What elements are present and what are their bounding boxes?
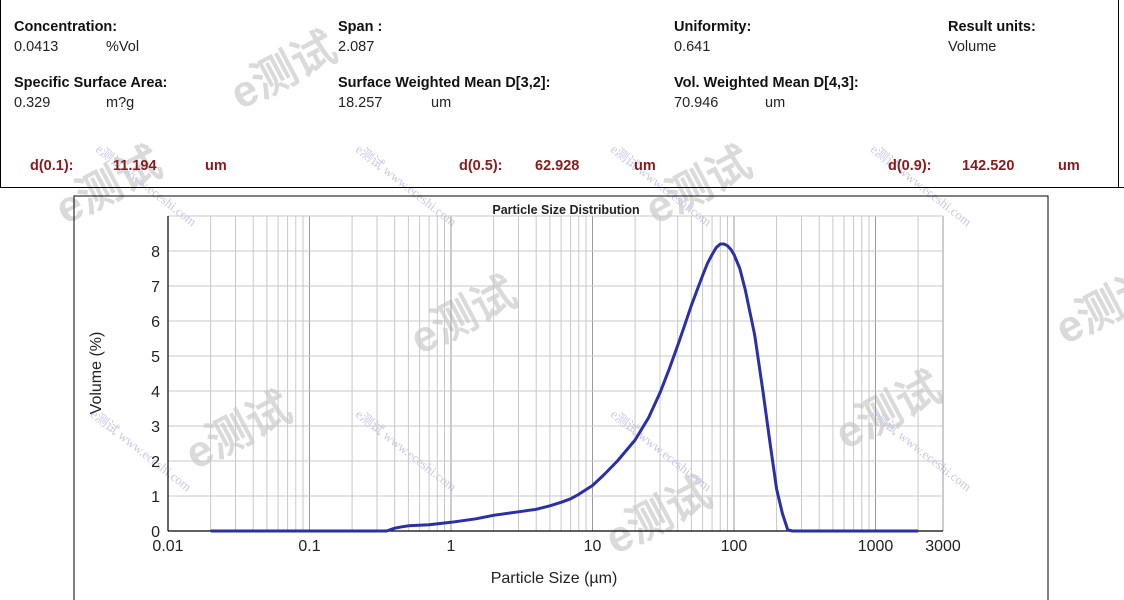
span-value: 2.087 <box>338 39 375 55</box>
concentration-label: Concentration: <box>14 19 118 35</box>
d09-value: 142.520 <box>962 158 1015 174</box>
d01-label: d(0.1): <box>30 158 74 174</box>
d05-label: d(0.5): <box>459 158 503 174</box>
d43-unit: um <box>765 95 786 111</box>
d32-field: Surface Weighted Mean D[3,2]: 18.257 um <box>338 73 550 113</box>
d43-field: Vol. Weighted Mean D[4,3]: 70.946 um <box>674 73 859 113</box>
y-tick-label: 4 <box>151 384 160 401</box>
y-axis-label: Volume (%) <box>88 332 105 415</box>
chart-grid <box>167 215 944 532</box>
span-field: Span : 2.087 <box>338 17 382 57</box>
header-left-border <box>0 0 1 187</box>
d43-value: 70.946 um <box>674 95 786 111</box>
y-tick-label: 0 <box>151 524 160 541</box>
y-tick-label: 2 <box>151 454 160 471</box>
y-tick-labels: 0 1 2 3 4 5 6 7 8 <box>151 244 160 541</box>
y-tick-label: 7 <box>151 279 160 296</box>
x-axis-label: Particle Size (µm) <box>491 570 618 587</box>
y-tick-label: 8 <box>151 244 160 261</box>
x-tick-label: 0.01 <box>152 538 183 555</box>
ssa-unit: m?g <box>106 95 135 111</box>
y-tick-label: 6 <box>151 314 160 331</box>
y-tick-label: 3 <box>151 419 160 436</box>
d05-value: 62.928 <box>535 158 580 174</box>
y-tick-label: 5 <box>151 349 160 366</box>
header-divider <box>0 187 1124 188</box>
span-label: Span : <box>338 19 383 35</box>
x-tick-label: 1 <box>447 538 456 555</box>
chart-frame <box>73 195 1049 600</box>
x-tick-label: 0.1 <box>298 538 320 555</box>
x-tick-label: 1000 <box>858 538 894 555</box>
d05-unit: um <box>634 158 656 174</box>
ssa-label: Specific Surface Area: <box>14 75 168 91</box>
x-tick-label: 3000 <box>925 538 961 555</box>
d43-label: Vol. Weighted Mean D[4,3]: <box>674 75 859 91</box>
concentration-unit: %Vol <box>106 39 140 55</box>
concentration-value: 0.0413 %Vol <box>14 39 140 55</box>
d01-unit: um <box>205 158 227 174</box>
uniformity-label: Uniformity: <box>674 19 752 35</box>
header-right-border <box>1118 0 1119 187</box>
concentration-field: Concentration: 0.0413 %Vol <box>14 17 139 57</box>
chart-title: Particle Size Distribution <box>492 203 639 217</box>
d32-unit: um <box>431 95 452 111</box>
d09-label: d(0.9): <box>888 158 932 174</box>
uniformity-value: 0.641 <box>674 39 711 55</box>
x-tick-label: 100 <box>721 538 748 555</box>
result-units-field: Result units: Volume <box>948 17 1036 57</box>
series-line <box>210 242 919 533</box>
result-units-label: Result units: <box>948 19 1036 35</box>
ssa-field: Specific Surface Area: 0.329 m?g <box>14 73 167 113</box>
result-units-value: Volume <box>948 39 997 55</box>
y-tick-label: 1 <box>151 489 160 506</box>
d32-label: Surface Weighted Mean D[3,2]: <box>338 75 551 91</box>
d01-value: 11.194 <box>113 158 157 174</box>
ssa-value: 0.329 m?g <box>14 95 135 111</box>
uniformity-field: Uniformity: 0.641 <box>674 17 751 57</box>
d32-value: 18.257 um <box>338 95 452 111</box>
x-tick-label: 10 <box>584 538 602 555</box>
d09-unit: um <box>1058 158 1080 174</box>
x-tick-labels: 0.01 0.1 1 10 100 1000 3000 <box>152 538 960 555</box>
